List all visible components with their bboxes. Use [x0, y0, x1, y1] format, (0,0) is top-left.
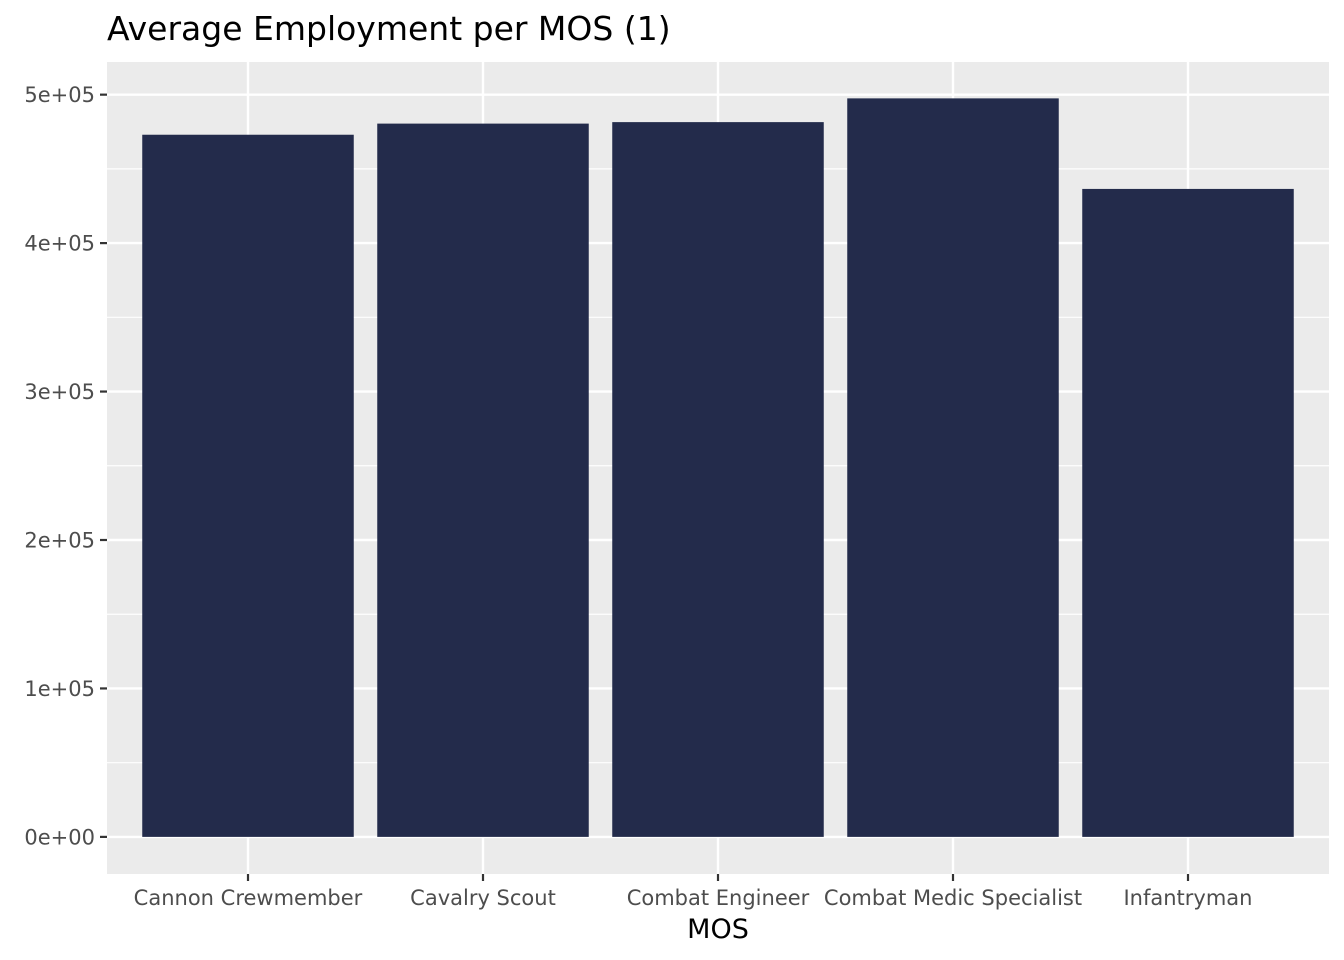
x-tick-label: Combat Engineer	[627, 886, 810, 910]
bar	[1082, 188, 1294, 837]
bar	[142, 134, 354, 837]
x-tick-label: Cavalry Scout	[410, 886, 556, 910]
bars	[142, 98, 1294, 837]
y-tick-label: 5e+05	[24, 83, 95, 107]
x-axis: Cannon Crewmember Cavalry Scout Combat Eng…	[134, 874, 1253, 910]
x-tick-label: Infantryman	[1123, 886, 1252, 910]
y-tick-label: 1e+05	[24, 677, 95, 701]
chart-title: Average Employment per MOS (1)	[107, 9, 671, 48]
x-tick-label: Cannon Crewmember	[134, 886, 363, 910]
y-tick-label: 4e+05	[24, 232, 95, 256]
y-tick-label: 2e+05	[24, 528, 95, 552]
y-tick-label: 0e+00	[24, 825, 95, 849]
y-tick-label: 3e+05	[24, 380, 95, 404]
bar	[377, 123, 589, 837]
bar	[847, 98, 1059, 837]
bar	[612, 122, 824, 837]
y-axis: 0e+00 1e+05 2e+05 3e+05 4e+05 5e+05	[24, 83, 107, 849]
x-tick-label: Combat Medic Specialist	[824, 886, 1082, 910]
x-axis-title: MOS	[687, 914, 749, 945]
